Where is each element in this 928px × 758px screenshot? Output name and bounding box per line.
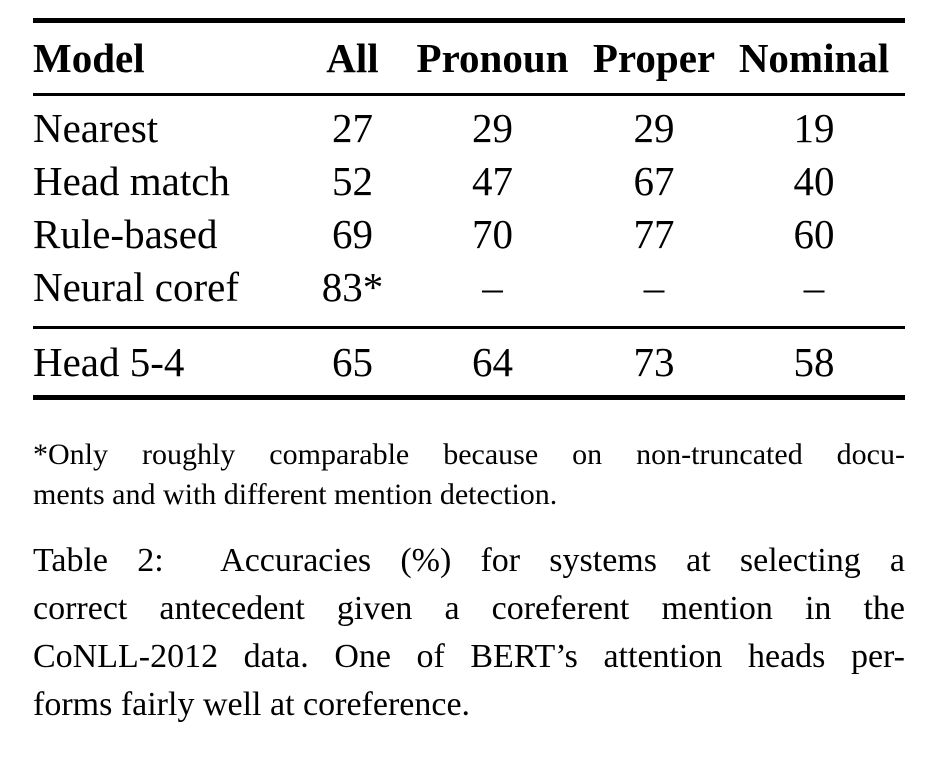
table-row: Neural coref 83* – – – <box>33 261 905 314</box>
caption-line: Table 2: Accuracies (%) for systems at s… <box>33 542 905 579</box>
value-cell: 70 <box>472 211 513 257</box>
model-cell: Rule-based <box>33 211 218 257</box>
caption-line: correct antecedent given a coreferent me… <box>33 590 905 627</box>
footnote-line: ments and with different mention detecti… <box>33 478 558 511</box>
header-cell-nominal: Nominal <box>738 35 890 81</box>
value-cell: 47 <box>472 158 513 204</box>
header-cell-pronoun: Pronoun <box>416 35 569 81</box>
model-cell: Head 5-4 <box>33 339 185 385</box>
value-cell: 29 <box>633 105 675 151</box>
table-bottom-rule <box>33 395 905 400</box>
table-row: Rule-based 69 70 77 60 <box>33 208 905 261</box>
table-footnote: *Only roughly comparable because on non-… <box>33 435 905 515</box>
table-summary-row: Head 5-4 65 64 73 58 <box>33 329 905 395</box>
model-cell: Nearest <box>33 105 159 151</box>
value-cell: – <box>482 264 503 310</box>
table-header-rule <box>33 93 905 96</box>
footnote-line: *Only roughly comparable because on non-… <box>33 438 905 471</box>
value-cell: 27 <box>332 105 373 151</box>
value-cell: 69 <box>332 211 373 257</box>
value-cell: 73 <box>633 339 675 385</box>
model-cell: Neural coref <box>33 264 240 310</box>
results-table: Model All Pronoun Proper Nominal Nearest… <box>33 18 905 400</box>
table-caption: Table 2: Accuracies (%) for systems at s… <box>33 537 905 729</box>
value-cell: – <box>803 264 825 310</box>
table-mid-rule <box>33 326 905 329</box>
header-cell-all: All <box>326 35 379 81</box>
value-cell: 77 <box>633 211 675 257</box>
value-cell: 83* <box>321 264 384 310</box>
table-body: Nearest 27 29 29 19 Head match 52 47 67 … <box>33 96 905 326</box>
value-cell: 52 <box>332 158 373 204</box>
caption-line: forms fairly well at coreference. <box>33 686 471 723</box>
table-top-rule <box>33 18 905 23</box>
paper-figure: Model All Pronoun Proper Nominal Nearest… <box>0 18 928 758</box>
value-cell: 67 <box>633 158 675 204</box>
value-cell: – <box>643 264 665 310</box>
value-cell: 60 <box>793 211 835 257</box>
header-cell-proper: Proper <box>592 35 716 81</box>
value-cell: 65 <box>332 339 373 385</box>
value-cell: 40 <box>793 158 835 204</box>
value-cell: 58 <box>793 339 835 385</box>
model-cell: Head match <box>33 158 230 204</box>
value-cell: 19 <box>793 105 835 151</box>
value-cell: 29 <box>472 105 513 151</box>
caption-line: CoNLL-2012 data. One of BERT’s attention… <box>33 638 905 675</box>
table-row: Nearest 27 29 29 19 <box>33 102 905 155</box>
table-header-row: Model All Pronoun Proper Nominal <box>33 23 905 93</box>
table-row: Head match 52 47 67 40 <box>33 155 905 208</box>
value-cell: 64 <box>472 339 513 385</box>
header-cell-model: Model <box>33 35 145 81</box>
